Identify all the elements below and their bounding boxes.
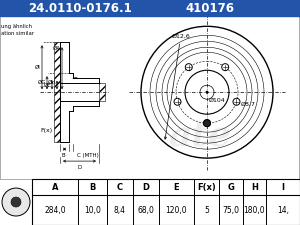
Text: ØE: ØE: [44, 83, 51, 88]
Circle shape: [203, 120, 211, 127]
Text: B: B: [62, 153, 65, 158]
Bar: [0, 0, 300, 16]
Bar: [32, 179, 300, 225]
Text: ØA: ØA: [53, 46, 61, 51]
Text: Ø12,6: Ø12,6: [172, 33, 191, 38]
Text: 24.0110-0176.1: 24.0110-0176.1: [28, 2, 132, 15]
Circle shape: [206, 91, 208, 94]
Text: ØG: ØG: [38, 80, 46, 85]
Text: ØI: ØI: [35, 65, 41, 70]
Text: 68,0: 68,0: [138, 205, 154, 214]
Circle shape: [233, 98, 240, 105]
Text: D: D: [77, 165, 82, 170]
Circle shape: [203, 120, 211, 127]
Text: 120,0: 120,0: [166, 205, 187, 214]
Text: 14,: 14,: [277, 205, 289, 214]
Bar: [54, 42, 60, 142]
Text: 180,0: 180,0: [244, 205, 265, 214]
Circle shape: [11, 197, 21, 207]
Text: 410176: 410176: [185, 2, 235, 15]
Text: G: G: [228, 182, 234, 191]
Text: 284,0: 284,0: [44, 205, 66, 214]
Text: E: E: [174, 182, 179, 191]
Text: D: D: [142, 182, 149, 191]
Text: 5: 5: [204, 205, 209, 214]
Circle shape: [2, 188, 30, 216]
Bar: [99, 83, 105, 101]
Text: 8,4: 8,4: [114, 205, 126, 214]
Text: ate: ate: [168, 118, 232, 152]
Text: H: H: [251, 182, 258, 191]
Text: A: A: [52, 182, 58, 191]
Text: 10,0: 10,0: [84, 205, 101, 214]
Text: 75,0: 75,0: [223, 205, 239, 214]
Bar: [0, 16, 299, 179]
Text: Ø8,7: Ø8,7: [241, 102, 255, 107]
Text: ØH: ØH: [48, 80, 56, 85]
Text: F(x): F(x): [197, 182, 216, 191]
Text: B: B: [89, 182, 96, 191]
Text: F(x): F(x): [40, 128, 52, 133]
Text: ung ähnlich: ung ähnlich: [1, 24, 32, 29]
Circle shape: [174, 98, 181, 105]
Text: C: C: [117, 182, 123, 191]
Text: I: I: [281, 182, 284, 191]
Text: C (MTH): C (MTH): [77, 153, 99, 158]
Circle shape: [185, 64, 192, 71]
Text: ation similar: ation similar: [1, 31, 34, 36]
Circle shape: [222, 64, 229, 71]
Text: Ø104: Ø104: [209, 98, 226, 103]
